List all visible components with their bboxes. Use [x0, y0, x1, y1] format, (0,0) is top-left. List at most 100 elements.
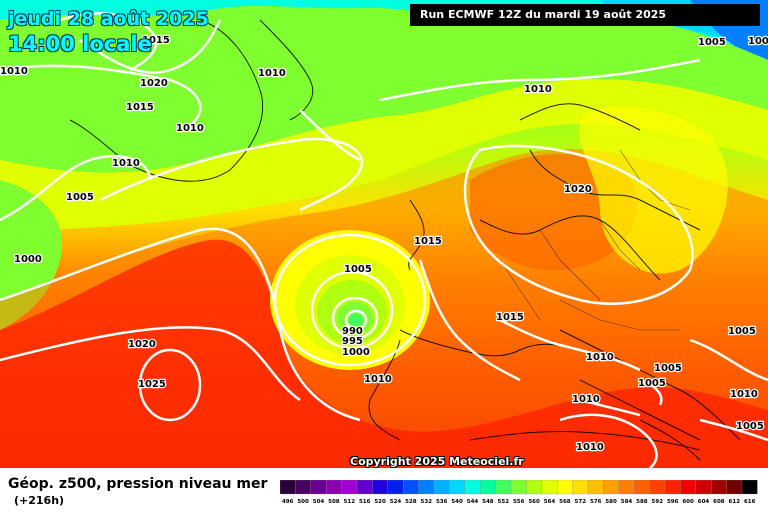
scale-cell: [695, 480, 712, 495]
scale-label: 596: [667, 499, 679, 505]
isobar-label: 1005: [736, 421, 764, 432]
scale-label: 560: [528, 499, 540, 505]
scale-cell: [618, 480, 635, 495]
scale-cell: [526, 480, 542, 495]
scale-cell: [433, 480, 450, 495]
scale-cell: [634, 480, 650, 495]
scale-cell: [603, 480, 619, 495]
scale-label: 600: [682, 499, 694, 505]
isobar-label: 1015: [142, 35, 170, 46]
scale-cell: [356, 480, 373, 495]
scale-label: 500: [297, 499, 309, 505]
scale-label: 548: [482, 499, 494, 505]
isobar-label: 1010: [258, 68, 286, 79]
scale-label: 556: [513, 499, 525, 505]
isobar-label: 1005: [638, 378, 666, 389]
scale-cell: [680, 480, 696, 495]
lead-time: (+216h): [14, 494, 65, 507]
scale-label: 524: [390, 499, 402, 505]
scale-label: 584: [621, 499, 633, 505]
z500-band-red: [0, 239, 768, 468]
scale-cell: [326, 480, 342, 495]
z500-band-yellowgreen: [0, 79, 768, 230]
forecast-time: 14:00 locale: [8, 32, 152, 56]
run-info: Run ECMWF 12Z du mardi 19 août 2025: [410, 4, 760, 26]
product-title: Géop. z500, pression niveau mer: [8, 476, 268, 492]
isobar-label: 1005: [66, 192, 94, 203]
scale-cell: [557, 480, 573, 495]
isobar-label: 1010: [730, 389, 758, 400]
scale-cell: [572, 480, 589, 495]
scale-label: 512: [344, 499, 356, 505]
scale-label: 536: [436, 499, 448, 505]
scale-label: 520: [374, 499, 386, 505]
scale-cell: [741, 480, 758, 495]
scale-cell: [495, 480, 512, 495]
isobar-label: 1020: [564, 184, 592, 195]
copyright: Copyright 2025 Meteociel.fr: [350, 455, 524, 468]
isobar-label: 1025: [138, 379, 166, 390]
scale-label: 544: [467, 499, 479, 505]
isobar-label: 990: [342, 326, 363, 337]
scale-cell: [480, 480, 496, 495]
isobar-label: 1015: [126, 102, 154, 113]
scale-label: 508: [328, 499, 340, 505]
scale-label: 528: [405, 499, 417, 505]
isobar-label: 1010: [586, 352, 614, 363]
scale-cell: [449, 480, 465, 495]
scale-label: 516: [359, 499, 371, 505]
scale-cell: [711, 480, 727, 495]
isobar-label: 1000: [342, 347, 370, 358]
scale-cell: [403, 480, 419, 495]
scale-label: 608: [713, 499, 725, 505]
isobar-label: 995: [342, 336, 363, 347]
forecast-date: jeudi 28 août 2025: [8, 8, 209, 30]
coastlines: [69, 19, 741, 461]
scale-label: 564: [544, 499, 556, 505]
z500-band-green: [0, 5, 768, 173]
scale-cell: [418, 480, 435, 495]
scale-label: 504: [313, 499, 325, 505]
scale-cell: [664, 480, 681, 495]
isobar-label: 1010: [176, 123, 204, 134]
scale-cell: [464, 480, 481, 495]
scale-cell: [295, 480, 311, 495]
isobar-label: 1005: [748, 36, 768, 47]
isobar-label: 1015: [496, 312, 524, 323]
isobar-label: 1010: [112, 158, 140, 169]
scale-cell: [649, 480, 666, 495]
scale-label: 532: [421, 499, 433, 505]
isobar-label: 1010: [576, 442, 604, 453]
isobar-label: 1005: [698, 37, 726, 48]
color-scale: 496 500 504 508 512 516 520 524 528 532 536 540 544 5…: [280, 480, 758, 505]
isobar-label: 1010: [364, 374, 392, 385]
scale-label: 580: [605, 499, 617, 505]
isobar-label: 1010: [524, 84, 552, 95]
isobar-label: 1005: [344, 264, 372, 275]
isobar-label: 1005: [728, 326, 756, 337]
scale-cell: [510, 480, 527, 495]
scale-cell: [541, 480, 558, 495]
weather-map: 1015 1010 1020 1015 1010 1010 1010 1005 …: [0, 0, 768, 468]
scale-label: 604: [698, 499, 710, 505]
isobar-label: 1000: [14, 254, 42, 265]
isobar-label: 1015: [414, 236, 442, 247]
isobars: [0, 12, 768, 468]
scale-label: 496: [282, 499, 294, 505]
scale-label: 552: [498, 499, 510, 505]
z500-lobe-west: [0, 180, 62, 330]
scale-cell: [726, 480, 743, 495]
scale-cell: [341, 480, 358, 495]
scale-label: 612: [729, 499, 741, 505]
cutoff-low-center: [349, 314, 363, 326]
scale-label: 592: [652, 499, 664, 505]
isobar-label: 1010: [0, 66, 28, 77]
scale-label: 568: [559, 499, 571, 505]
scale-label: 540: [451, 499, 463, 505]
scale-label: 616: [744, 499, 756, 505]
scale-label: 588: [636, 499, 648, 505]
scale-label: 576: [590, 499, 602, 505]
borders: [499, 149, 691, 331]
isobar-labels: 1015 1010 1020 1015 1010 1010 1010 1005 …: [0, 34, 768, 455]
footer: Géop. z500, pression niveau mer (+216h) …: [0, 468, 768, 512]
